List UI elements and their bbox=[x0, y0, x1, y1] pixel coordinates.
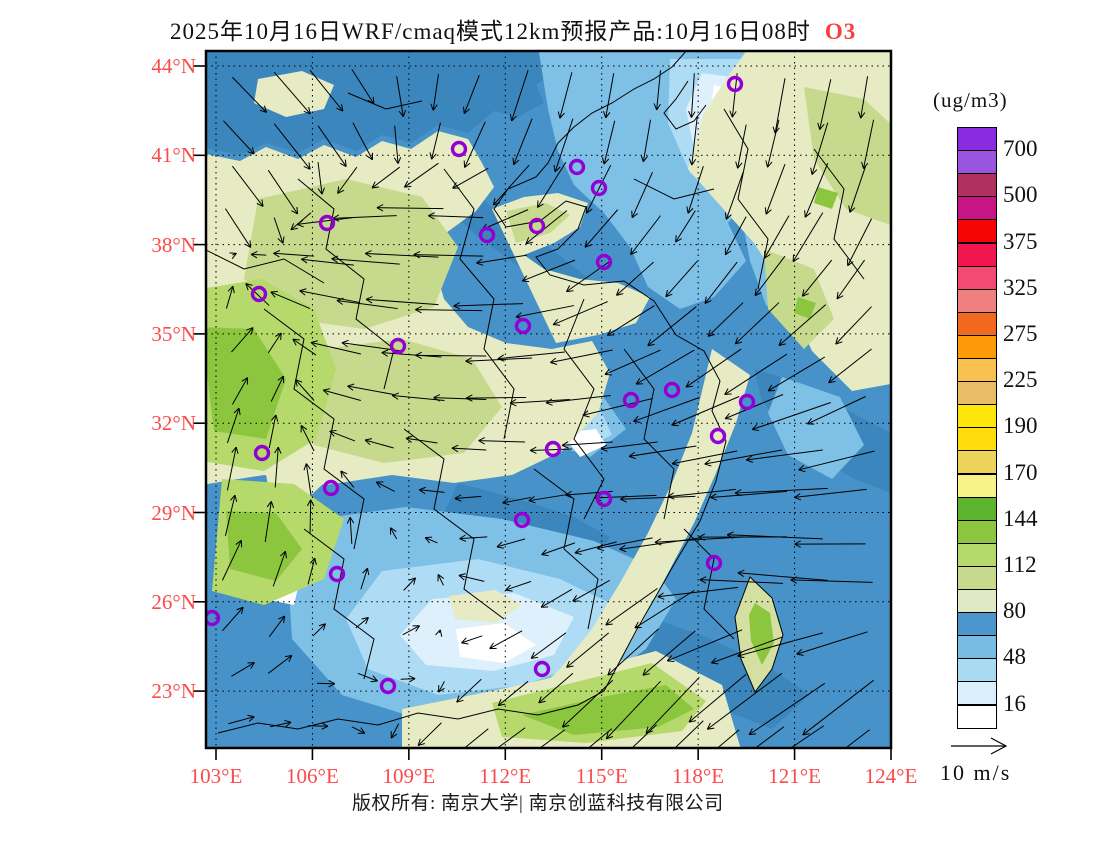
colorbar-cell bbox=[957, 334, 997, 359]
colorbar-cell bbox=[957, 404, 997, 429]
city-marker bbox=[528, 217, 546, 235]
colorbar-cell bbox=[957, 589, 997, 614]
colorbar-cell bbox=[957, 242, 997, 267]
colorbar-tick-label: 225 bbox=[1003, 367, 1038, 393]
colorbar-cell bbox=[957, 542, 997, 567]
colorbar-cell bbox=[957, 173, 997, 198]
lat-tick-label: 23°N bbox=[151, 679, 196, 704]
city-marker bbox=[726, 75, 744, 93]
colorbar-cell bbox=[957, 127, 997, 152]
city-marker bbox=[478, 226, 496, 244]
colorbar-cell bbox=[957, 473, 997, 498]
colorbar-tick-label: 325 bbox=[1003, 274, 1038, 300]
city-marker bbox=[568, 158, 586, 176]
colorbar-tick-label: 80 bbox=[1003, 598, 1026, 624]
colorbar-cell bbox=[957, 265, 997, 290]
city-marker bbox=[514, 317, 532, 335]
colorbar-tick-label: 144 bbox=[1003, 505, 1038, 531]
colorbar-cell bbox=[957, 381, 997, 406]
colorbar-cell bbox=[957, 704, 997, 729]
city-marker bbox=[533, 660, 551, 678]
wind-reference-label: 10 m/s bbox=[940, 760, 1012, 785]
lon-tick-label: 106°E bbox=[286, 764, 339, 788]
city-marker bbox=[318, 214, 336, 232]
lat-tick-label: 26°N bbox=[151, 589, 196, 614]
colorbar-tick-label: 375 bbox=[1003, 228, 1038, 254]
city-marker bbox=[544, 440, 562, 458]
colorbar-tick-label: 48 bbox=[1003, 644, 1026, 670]
colorbar-cell bbox=[957, 612, 997, 637]
colorbar-cell bbox=[957, 519, 997, 544]
city-marker bbox=[738, 393, 756, 411]
colorbar-tick-label: 700 bbox=[1003, 136, 1038, 162]
colorbar-cell bbox=[957, 496, 997, 521]
colorbar-cell bbox=[957, 150, 997, 175]
lon-tick-label: 109°E bbox=[382, 764, 436, 788]
colorbar-cell bbox=[957, 565, 997, 590]
copyright-text: 版权所有: 南京大学| 南京创蓝科技有限公司 bbox=[352, 793, 724, 814]
colorbar-tick-label: 170 bbox=[1003, 459, 1038, 485]
city-marker bbox=[705, 554, 723, 572]
colorbar-tick-label: 16 bbox=[1003, 690, 1026, 716]
species-label: O3 bbox=[824, 19, 857, 44]
colorbar-tick-label: 190 bbox=[1003, 413, 1038, 439]
colorbar-cell bbox=[957, 635, 997, 660]
city-marker bbox=[250, 285, 268, 303]
city-marker bbox=[590, 179, 608, 197]
province-boundaries bbox=[206, 51, 865, 734]
title-text: 2025年10月16日WRF/cmaq模式12km预报产品:10月16日08时 bbox=[170, 19, 811, 44]
lon-tick-label: 115°E bbox=[575, 764, 628, 788]
city-marker bbox=[450, 140, 468, 158]
o3-concentration-field bbox=[206, 51, 891, 748]
colorbar-cell bbox=[957, 358, 997, 383]
city-marker bbox=[595, 253, 613, 271]
colorbar-cell bbox=[957, 450, 997, 475]
lat-tick-label: 29°N bbox=[151, 500, 196, 525]
colorbar-cell bbox=[957, 196, 997, 221]
lon-tick-label: 103°E bbox=[189, 764, 243, 788]
colorbar-cell bbox=[957, 311, 997, 336]
city-marker bbox=[328, 565, 346, 583]
city-marker bbox=[322, 479, 340, 497]
city-marker bbox=[206, 609, 221, 627]
colorbar-unit: (ug/m3) bbox=[933, 88, 1008, 112]
city-marker bbox=[513, 511, 531, 529]
lat-tick-label: 44°N bbox=[151, 54, 196, 78]
colorbar-cell bbox=[957, 658, 997, 683]
colorbar-cell bbox=[957, 219, 997, 244]
colorbar-cell bbox=[957, 681, 997, 706]
lat-tick-label: 41°N bbox=[151, 143, 196, 168]
map-border bbox=[204, 49, 893, 750]
city-marker bbox=[379, 677, 397, 695]
colorbar-tick-label: 500 bbox=[1003, 182, 1038, 208]
lon-tick-label: 112°E bbox=[479, 764, 532, 788]
page-title: 2025年10月16日WRF/cmaq模式12km预报产品:10月16日08时 O… bbox=[170, 12, 856, 46]
city-markers bbox=[206, 75, 756, 695]
lat-tick-label: 35°N bbox=[151, 321, 196, 346]
city-marker bbox=[253, 444, 271, 462]
city-marker bbox=[389, 337, 407, 355]
lon-tick-label: 121°E bbox=[768, 764, 821, 788]
wind-vectors bbox=[221, 68, 875, 748]
city-marker bbox=[663, 381, 681, 399]
city-marker bbox=[595, 490, 613, 508]
city-marker bbox=[622, 391, 640, 409]
colorbar-tick-label: 112 bbox=[1003, 551, 1037, 577]
lon-tick-label: 118°E bbox=[672, 764, 725, 788]
graticule-gridlines bbox=[206, 51, 891, 748]
lat-tick-label: 32°N bbox=[151, 411, 196, 436]
colorbar-cell bbox=[957, 288, 997, 313]
colorbar-tick-label: 275 bbox=[1003, 320, 1038, 346]
wind-reference-arrow bbox=[951, 737, 1008, 755]
colorbar-cell bbox=[957, 427, 997, 452]
lat-tick-label: 38°N bbox=[151, 232, 196, 257]
axis-ticks bbox=[193, 65, 892, 760]
city-marker bbox=[709, 427, 727, 445]
lon-tick-label: 124°E bbox=[864, 764, 918, 788]
forecast-map bbox=[193, 49, 893, 760]
